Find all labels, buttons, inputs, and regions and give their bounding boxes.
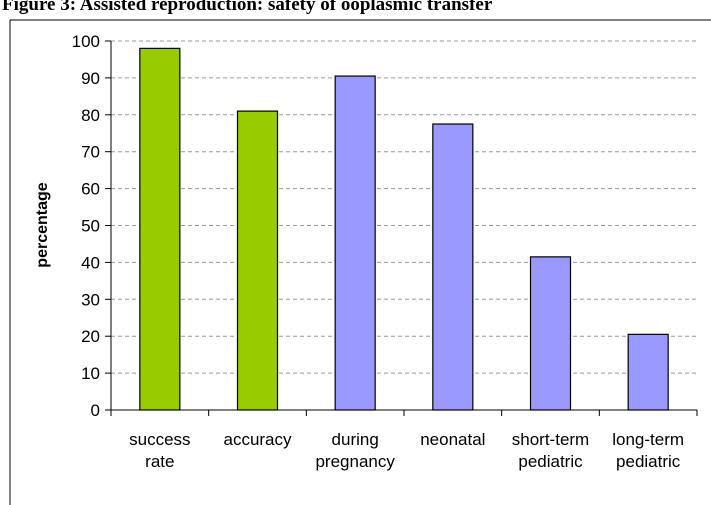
y-tick-label-30: 30: [81, 290, 100, 309]
x-category-label-line: neonatal: [420, 430, 485, 449]
x-category-label-line: long-term: [612, 430, 684, 449]
axes: [105, 40, 698, 416]
x-category-label-line: rate: [145, 452, 174, 471]
figure-caption: Figure 3: Assisted reproduction: safety …: [2, 0, 493, 15]
bars: [139, 47, 669, 411]
x-category-label-4: short-term pediatric: [512, 430, 589, 471]
bar-3: [432, 123, 474, 411]
y-tick-label-80: 80: [81, 106, 100, 125]
x-category-label-line: pediatric: [518, 452, 583, 471]
y-tick-label-60: 60: [81, 180, 100, 199]
y-tick-label-0: 0: [91, 401, 100, 420]
y-tick-label-90: 90: [81, 69, 100, 88]
x-category-label-3: neonatal: [420, 430, 485, 449]
x-category-label-line: accuracy: [223, 430, 292, 449]
bar-4: [529, 256, 572, 411]
bar-1: [236, 110, 279, 411]
x-axis-category-labels: success rate accuracy during pregnancy neonat…: [129, 430, 684, 471]
bar-5: [627, 333, 669, 411]
y-tick-label-40: 40: [81, 253, 100, 272]
x-category-label-line: short-term: [512, 430, 589, 449]
x-category-label-0: success rate: [129, 430, 190, 471]
y-tick-label-70: 70: [81, 143, 100, 162]
bar-0: [139, 47, 181, 411]
y-axis-tick-labels: 0 10 20 30 40 50 60 70 80 90 100: [72, 32, 100, 420]
y-tick-label-10: 10: [81, 364, 100, 383]
y-tick-label-50: 50: [81, 217, 100, 236]
x-category-label-line: pregnancy: [315, 452, 395, 471]
x-category-label-2: during pregnancy: [315, 430, 395, 471]
y-axis-title: percentage: [34, 182, 51, 267]
gridlines: [111, 40, 697, 374]
x-category-label-line: pediatric: [616, 452, 681, 471]
y-tick-label-20: 20: [81, 327, 100, 346]
x-category-label-1: accuracy: [223, 430, 292, 449]
x-category-label-5: long-term pediatric: [612, 430, 684, 471]
y-tick-label-100: 100: [72, 32, 100, 51]
bar-2: [334, 75, 376, 411]
x-category-label-line: during: [332, 430, 379, 449]
x-category-label-line: success: [129, 430, 190, 449]
